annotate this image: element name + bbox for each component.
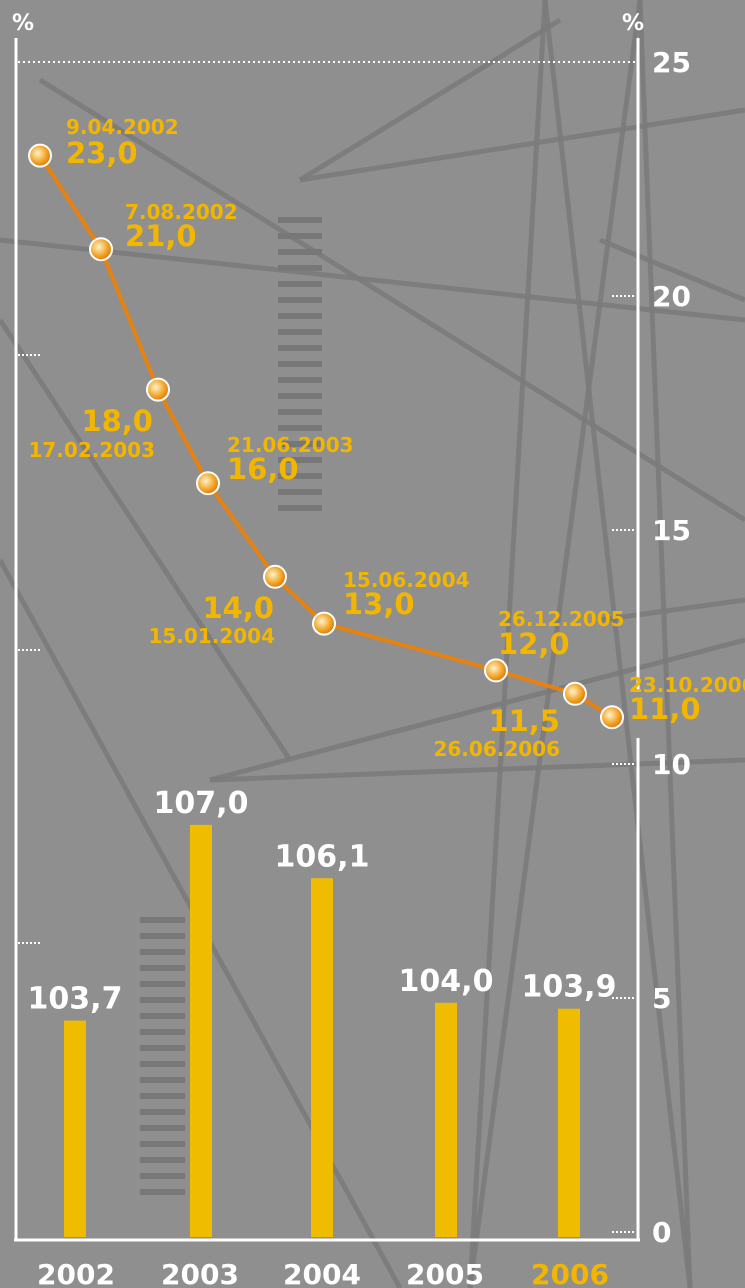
bar-series: 103,7 2002 107,0 2003 106,1 2004 104,0 2005 103,… bbox=[28, 786, 617, 1288]
rate-point bbox=[196, 471, 220, 496]
pylon-strut bbox=[0, 237, 745, 323]
point-date-label: 15.01.2004 bbox=[148, 624, 275, 648]
bar-2002 bbox=[64, 1020, 86, 1237]
point-date-label: 7.08.2002 bbox=[125, 200, 238, 224]
pylon-strut bbox=[542, 0, 693, 1288]
pylon-strut bbox=[209, 637, 745, 783]
pylon-strut bbox=[0, 318, 293, 762]
line-series bbox=[28, 143, 624, 730]
point-date-label: 9.04.2002 bbox=[66, 115, 179, 139]
rate-point bbox=[563, 681, 587, 706]
pylon-strut bbox=[599, 237, 745, 303]
rate-point bbox=[263, 564, 287, 589]
pylon-strut bbox=[209, 757, 745, 783]
x-tick-label: 2003 bbox=[161, 1258, 239, 1288]
point-value-label: 13,0 bbox=[343, 587, 415, 621]
left-unit-label: % bbox=[12, 11, 34, 36]
point-date-label: 23.10.2006 bbox=[629, 673, 745, 697]
x-tick-label: 2006 bbox=[531, 1258, 609, 1288]
rate-point bbox=[28, 143, 52, 168]
point-date-label: 26.12.2005 bbox=[498, 607, 625, 631]
rate-point bbox=[600, 705, 624, 730]
bar-2005 bbox=[435, 1002, 457, 1237]
point-value-label: 23,0 bbox=[66, 136, 138, 170]
right-tick-label: 10 bbox=[652, 748, 691, 781]
point-value-label: 18,0 bbox=[81, 404, 153, 438]
right-tick-label: 15 bbox=[652, 514, 691, 547]
point-value-label: 14,0 bbox=[202, 591, 274, 625]
point-value-label: 11,5 bbox=[488, 704, 560, 738]
point-value-label: 11,0 bbox=[629, 692, 701, 726]
point-value-label: 16,0 bbox=[227, 452, 299, 486]
point-value-label: 21,0 bbox=[125, 219, 197, 253]
pylon-strut bbox=[467, 0, 548, 1288]
bar-value-label: 107,0 bbox=[154, 786, 249, 821]
rate-point bbox=[312, 611, 336, 636]
rate-point bbox=[484, 658, 508, 683]
pylon-strut bbox=[298, 17, 562, 183]
pylon-strut bbox=[38, 77, 745, 523]
bar-value-label: 103,9 bbox=[522, 970, 617, 1005]
point-date-label: 17.02.2003 bbox=[28, 438, 155, 462]
point-date-label: 21.06.2003 bbox=[227, 433, 354, 457]
x-tick-label: 2005 bbox=[406, 1258, 484, 1288]
right-unit-label: % bbox=[622, 11, 644, 36]
pylon-strut bbox=[467, 0, 643, 1288]
right-tick-label: 0 bbox=[652, 1216, 671, 1249]
bar-value-label: 103,7 bbox=[28, 982, 123, 1017]
point-date-label: 15.06.2004 bbox=[343, 568, 470, 592]
pylon-strut bbox=[637, 0, 693, 1288]
bar-2003 bbox=[190, 824, 212, 1237]
x-tick-label: 2004 bbox=[283, 1258, 361, 1288]
rate-point bbox=[89, 237, 113, 262]
right-tick-label: 5 bbox=[652, 982, 671, 1015]
pylon-strut bbox=[599, 597, 745, 623]
bar-value-label: 104,0 bbox=[399, 964, 494, 999]
x-tick-label: 2002 bbox=[37, 1258, 115, 1288]
right-tick-label: 20 bbox=[652, 280, 691, 313]
right-tick-label: 25 bbox=[652, 46, 691, 79]
bar-2004 bbox=[311, 878, 333, 1237]
point-date-label: 26.06.2006 bbox=[433, 737, 560, 761]
bar-value-label: 106,1 bbox=[275, 839, 370, 874]
rate-point bbox=[146, 377, 170, 402]
axes: % % 0 5 10 15 20 25 bbox=[12, 11, 691, 1249]
bar-2006 bbox=[558, 1008, 580, 1237]
point-value-label: 12,0 bbox=[498, 627, 570, 661]
pylon-strut bbox=[299, 107, 745, 183]
